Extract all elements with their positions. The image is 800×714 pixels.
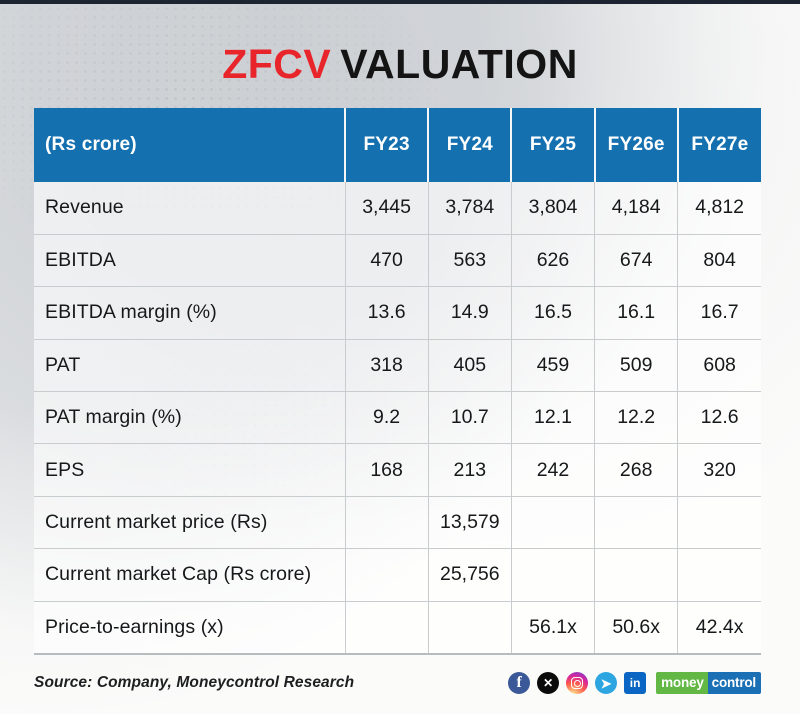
table-row: PAT 318 405 459 509 608 xyxy=(34,339,761,393)
cell-value: 42.4x xyxy=(677,601,761,655)
column-header-fy27e: FY27e xyxy=(677,108,761,182)
cell-value: 459 xyxy=(511,339,596,393)
cell-value: 626 xyxy=(511,234,596,288)
cell-value: 563 xyxy=(428,234,512,288)
cell-value: 242 xyxy=(511,443,596,497)
row-label: PAT xyxy=(34,339,346,393)
row-label: Price-to-earnings (x) xyxy=(34,601,346,655)
cell-value: 268 xyxy=(594,443,679,497)
row-label: Revenue xyxy=(34,182,346,235)
instagram-glyph xyxy=(571,677,584,689)
cell-value xyxy=(428,601,512,655)
cell-value: 470 xyxy=(345,234,429,288)
cell-value xyxy=(594,548,679,602)
cell-value: 4,812 xyxy=(677,182,761,235)
cell-value: 674 xyxy=(594,234,679,288)
table-row: Revenue 3,445 3,784 3,804 4,184 4,812 xyxy=(34,182,761,235)
moneycontrol-logo[interactable]: money control xyxy=(656,672,761,694)
table-row: EBITDA margin (%) 13.6 14.9 16.5 16.1 16.7 xyxy=(34,286,761,340)
row-label: Current market Cap (Rs crore) xyxy=(34,548,346,602)
column-header-fy23: FY23 xyxy=(345,108,430,182)
cell-value: 509 xyxy=(594,339,679,393)
row-label: Current market price (Rs) xyxy=(34,496,346,550)
row-label: EBITDA xyxy=(34,234,346,288)
cell-value xyxy=(511,496,596,550)
cell-value: 168 xyxy=(345,443,429,497)
cell-value: 13.6 xyxy=(345,286,429,340)
cell-value: 16.5 xyxy=(511,286,596,340)
cell-value: 12.2 xyxy=(594,391,679,445)
cell-value: 320 xyxy=(677,443,761,497)
cell-value: 56.1x xyxy=(511,601,596,655)
cell-value: 213 xyxy=(428,443,512,497)
table-header-row: (Rs crore) FY23 FY24 FY25 FY26e FY27e xyxy=(34,108,761,182)
cell-value: 12.1 xyxy=(511,391,596,445)
table-row: Price-to-earnings (x) 56.1x 50.6x 42.4x xyxy=(34,601,761,655)
facebook-icon[interactable]: f xyxy=(508,672,531,694)
row-label: EPS xyxy=(34,443,346,497)
cell-value: 3,445 xyxy=(345,182,429,235)
cell-value xyxy=(345,601,429,655)
cell-value: 3,784 xyxy=(428,182,512,235)
row-label: PAT margin (%) xyxy=(34,391,346,445)
cell-value: 9.2 xyxy=(345,391,429,445)
title-rest: VALUATION xyxy=(340,41,578,87)
page-title: ZFCV VALUATION xyxy=(0,42,800,86)
cell-value: 16.7 xyxy=(677,286,761,340)
instagram-icon[interactable] xyxy=(566,672,589,694)
moneycontrol-logo-control: control xyxy=(707,672,761,694)
footer: Source: Company, Moneycontrol Research f… xyxy=(34,668,761,698)
cell-value: 25,756 xyxy=(428,548,512,602)
moneycontrol-logo-money: money xyxy=(656,672,708,694)
column-header-unit: (Rs crore) xyxy=(34,108,347,182)
cell-value: 405 xyxy=(428,339,512,393)
column-header-fy25: FY25 xyxy=(511,108,596,182)
cell-value xyxy=(677,548,761,602)
cell-value: 50.6x xyxy=(594,601,679,655)
cell-value: 318 xyxy=(345,339,429,393)
title-brand: ZFCV xyxy=(222,41,332,87)
cell-value xyxy=(677,496,761,550)
cell-value: 16.1 xyxy=(594,286,679,340)
valuation-table: (Rs crore) FY23 FY24 FY25 FY26e FY27e Re… xyxy=(34,108,761,655)
table-body: Revenue 3,445 3,784 3,804 4,184 4,812 EBITDA 47… xyxy=(34,182,761,655)
cell-value: 12.6 xyxy=(677,391,761,445)
linkedin-icon[interactable]: in xyxy=(624,672,647,694)
cell-value: 10.7 xyxy=(428,391,512,445)
column-header-fy24: FY24 xyxy=(428,108,513,182)
cell-value: 804 xyxy=(677,234,761,288)
social-links: f ✕ ➤ in money control xyxy=(508,672,761,694)
source-note: Source: Company, Moneycontrol Research xyxy=(34,674,355,691)
row-label: EBITDA margin (%) xyxy=(34,286,346,340)
table-row: EBITDA 470 563 626 674 804 xyxy=(34,234,761,288)
table-row: PAT margin (%) 9.2 10.7 12.1 12.2 12.6 xyxy=(34,391,761,445)
cell-value xyxy=(345,496,429,550)
table-row: Current market Cap (Rs crore) 25,756 xyxy=(34,548,761,602)
cell-value xyxy=(345,548,429,602)
table-header: (Rs crore) FY23 FY24 FY25 FY26e FY27e xyxy=(34,108,761,182)
x-twitter-icon[interactable]: ✕ xyxy=(537,672,560,694)
table-row: Current market price (Rs) 13,579 xyxy=(34,496,761,550)
table-row: EPS 168 213 242 268 320 xyxy=(34,443,761,497)
cell-value: 608 xyxy=(677,339,761,393)
telegram-icon[interactable]: ➤ xyxy=(595,672,618,694)
cell-value: 3,804 xyxy=(511,182,596,235)
cell-value: 14.9 xyxy=(428,286,512,340)
column-header-fy26e: FY26e xyxy=(594,108,679,182)
cell-value xyxy=(594,496,679,550)
cell-value: 13,579 xyxy=(428,496,512,550)
cell-value xyxy=(511,548,596,602)
cell-value: 4,184 xyxy=(594,182,679,235)
top-band xyxy=(0,0,800,4)
